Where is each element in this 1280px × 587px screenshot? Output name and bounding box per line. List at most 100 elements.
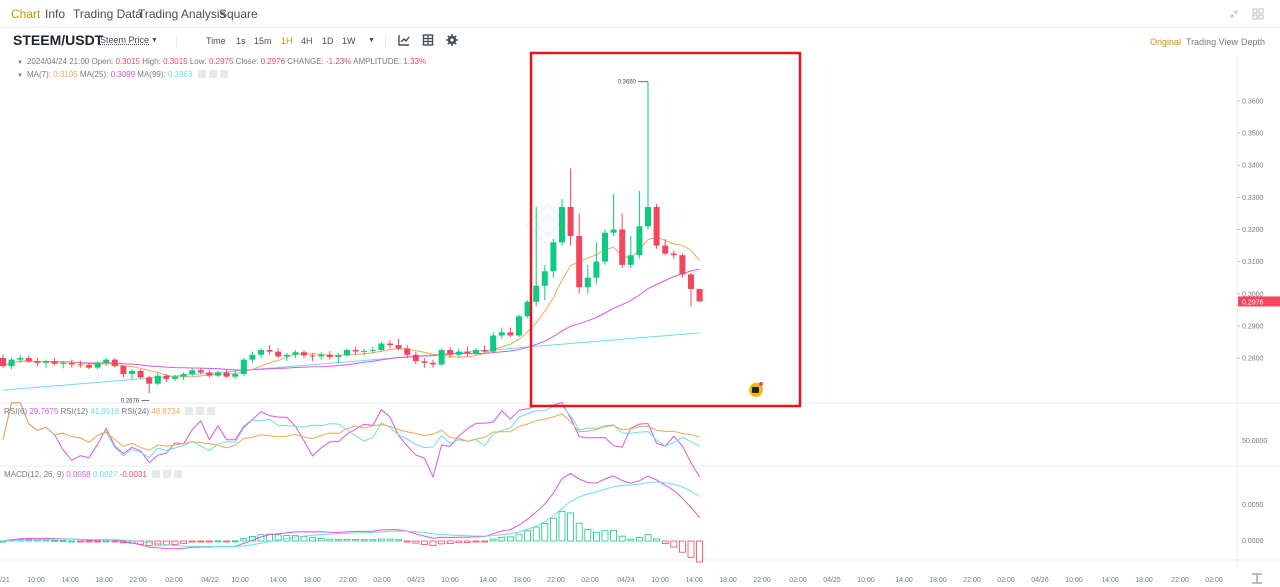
settings-icon[interactable]: [163, 470, 172, 478]
time-tick-label: 02:00: [789, 577, 807, 584]
tab-info[interactable]: Info: [45, 7, 66, 21]
time-tick-label: 14:00: [685, 577, 703, 584]
candle-body: [662, 245, 669, 254]
candle: [60, 361, 67, 369]
candle-body: [627, 255, 634, 265]
candle: [619, 213, 626, 269]
collapse-arrow-icon[interactable]: ▼: [17, 60, 23, 66]
price-tick-label: 0.2800: [1242, 356, 1264, 363]
chart-type-icon[interactable]: [421, 33, 435, 47]
candle-body: [688, 274, 694, 289]
steem-price-link[interactable]: Steem Price: [100, 35, 150, 45]
view-original[interactable]: Original: [1150, 37, 1182, 47]
ma99-value: 0.2863: [167, 70, 193, 79]
candle-body: [602, 232, 608, 262]
candle-body: [679, 255, 686, 275]
candle-body: [584, 277, 591, 288]
candle-body: [473, 349, 479, 354]
collapse-icon[interactable]: [1228, 8, 1240, 20]
time-tick-label: 18:00: [303, 577, 321, 584]
candle-body: [189, 370, 196, 375]
candle: [301, 349, 307, 359]
settings-icon[interactable]: [445, 33, 459, 47]
macd-histogram-bar: [455, 540, 463, 544]
macd-histogram-bar: [687, 540, 695, 558]
tab-square[interactable]: Square: [219, 7, 258, 21]
macd-histogram-bar: [438, 540, 446, 545]
axes: 0.3600 0.3500 0.3400 0.3300 0.3200 0.3100 0.30…: [0, 98, 1280, 584]
interval-15m[interactable]: 15m: [254, 36, 272, 46]
eye-icon[interactable]: [185, 407, 194, 415]
current-price-label: 0.2976: [1242, 299, 1264, 306]
candle-body: [43, 361, 49, 363]
tab-trading-data[interactable]: Trading Data: [73, 7, 142, 21]
candle: [283, 353, 290, 362]
more-intervals-chevron-icon[interactable]: ▼: [368, 37, 375, 44]
price-tick-label: 0.3300: [1242, 195, 1264, 202]
collapse-arrow-icon[interactable]: ▼: [17, 73, 23, 79]
view-trading-view[interactable]: Trading View: [1186, 37, 1239, 47]
indicators-icon[interactable]: [397, 33, 411, 47]
time-tick-label: 10:00: [231, 577, 249, 584]
macd-histogram-bar: [446, 540, 454, 544]
time-tick-label: 04/24: [617, 577, 635, 584]
close-icon[interactable]: [207, 407, 216, 415]
candle-body: [309, 355, 316, 357]
time-tick-label: 14:00: [61, 577, 79, 584]
rsi6-line: [2, 402, 701, 479]
candle-body: [395, 345, 402, 349]
interval-4h[interactable]: 4H: [301, 36, 313, 46]
tab-chart[interactable]: Chart: [11, 7, 41, 21]
candle: [473, 348, 479, 355]
time-tick-label: 02:00: [373, 577, 391, 584]
time-tick-label: 18:00: [929, 577, 947, 584]
close-label: Close:: [235, 57, 259, 66]
interval-1s[interactable]: 1s: [236, 36, 246, 46]
candle-body: [240, 359, 247, 375]
macd-histogram-bar: [274, 534, 282, 542]
macd-dea-line: [2, 481, 700, 547]
candle: [688, 272, 694, 307]
low-annotation: 0.2676: [121, 398, 140, 404]
axis-settings-icon[interactable]: [1252, 573, 1262, 584]
notification-badge-icon[interactable]: [749, 382, 763, 397]
macd-histogram-bar: [223, 540, 231, 543]
close-icon[interactable]: [174, 470, 183, 478]
view-depth[interactable]: Depth: [1241, 37, 1266, 47]
chart-toolbar: STEEM/USDT Steem Price ▼ Time 1s 15m 1H …: [0, 28, 1280, 54]
candle: [464, 346, 471, 357]
interval-1w[interactable]: 1W: [342, 36, 356, 46]
candle-body: [154, 375, 161, 384]
eye-icon[interactable]: [152, 470, 161, 478]
settings-icon[interactable]: [208, 70, 217, 78]
close-icon[interactable]: [219, 70, 228, 78]
interval-1h[interactable]: 1H: [281, 36, 293, 46]
macd-histogram-bar: [661, 540, 669, 544]
macd-histogram-bar: [102, 540, 110, 543]
interval-time[interactable]: Time: [206, 36, 226, 46]
candle-body: [610, 229, 617, 233]
eye-icon[interactable]: [197, 70, 206, 78]
candle: [197, 368, 204, 375]
candle-body: [567, 207, 574, 236]
ma25-value: 0.3099: [110, 70, 136, 79]
open-label: Open:: [91, 57, 114, 66]
candle-body: [120, 366, 127, 375]
interval-1d[interactable]: 1D: [322, 36, 334, 46]
macd-histogram-bar: [171, 540, 179, 545]
candle: [662, 239, 669, 256]
divider: [176, 34, 177, 48]
settings-icon[interactable]: [196, 407, 205, 415]
candle-body: [206, 372, 213, 376]
candle-body: [516, 316, 522, 336]
ma25-polyline: [2, 268, 700, 371]
grid-layout-icon[interactable]: [1252, 8, 1264, 20]
candle-body: [129, 370, 135, 375]
change-value: -1.23%: [325, 57, 352, 66]
tab-trading-analysis[interactable]: Trading Analysis: [138, 7, 226, 21]
macd-histogram-bar: [197, 540, 205, 543]
chevron-down-icon[interactable]: ▼: [151, 37, 158, 44]
macd-histogram-bar: [111, 540, 119, 543]
close-value: 0.2976: [260, 57, 286, 66]
